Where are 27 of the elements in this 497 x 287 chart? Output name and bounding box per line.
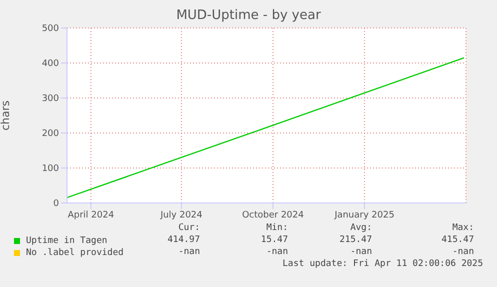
x-tick-label: January 2025 xyxy=(334,210,394,220)
text: -nan xyxy=(265,247,288,257)
text: 215.47 xyxy=(338,235,372,245)
text: 414.97 xyxy=(166,235,200,245)
chart-title: MUD-Uptime - by year xyxy=(175,8,322,23)
y-tick-label: 200 xyxy=(42,129,60,140)
legend-label: Uptime in Tagen xyxy=(26,235,108,247)
y-axis-title: chars xyxy=(0,100,12,131)
y-tick-label: 0 xyxy=(53,199,60,210)
legend-label: No .label provided xyxy=(26,247,124,259)
x-tick-label: April 2024 xyxy=(68,210,114,220)
text: Max: xyxy=(451,223,474,233)
text: Min: xyxy=(265,223,288,233)
text: -nan xyxy=(178,247,200,257)
y-tick-label: 300 xyxy=(42,94,60,104)
text: Avg: xyxy=(349,223,372,233)
text: Last update: Fri Apr 11 02:00:06 2025 xyxy=(282,259,483,269)
text: -nan xyxy=(451,247,474,257)
text: 15.47 xyxy=(260,235,288,245)
x-tick-label: July 2024 xyxy=(159,210,203,220)
x-tick-label: October 2024 xyxy=(242,210,304,220)
y-tick-label: 400 xyxy=(42,59,60,70)
text: Cur: xyxy=(177,223,200,233)
text: -nan xyxy=(349,247,372,257)
text: 415.47 xyxy=(440,235,474,245)
y-tick-label: 100 xyxy=(42,164,60,174)
y-tick-label: 500 xyxy=(42,24,60,34)
